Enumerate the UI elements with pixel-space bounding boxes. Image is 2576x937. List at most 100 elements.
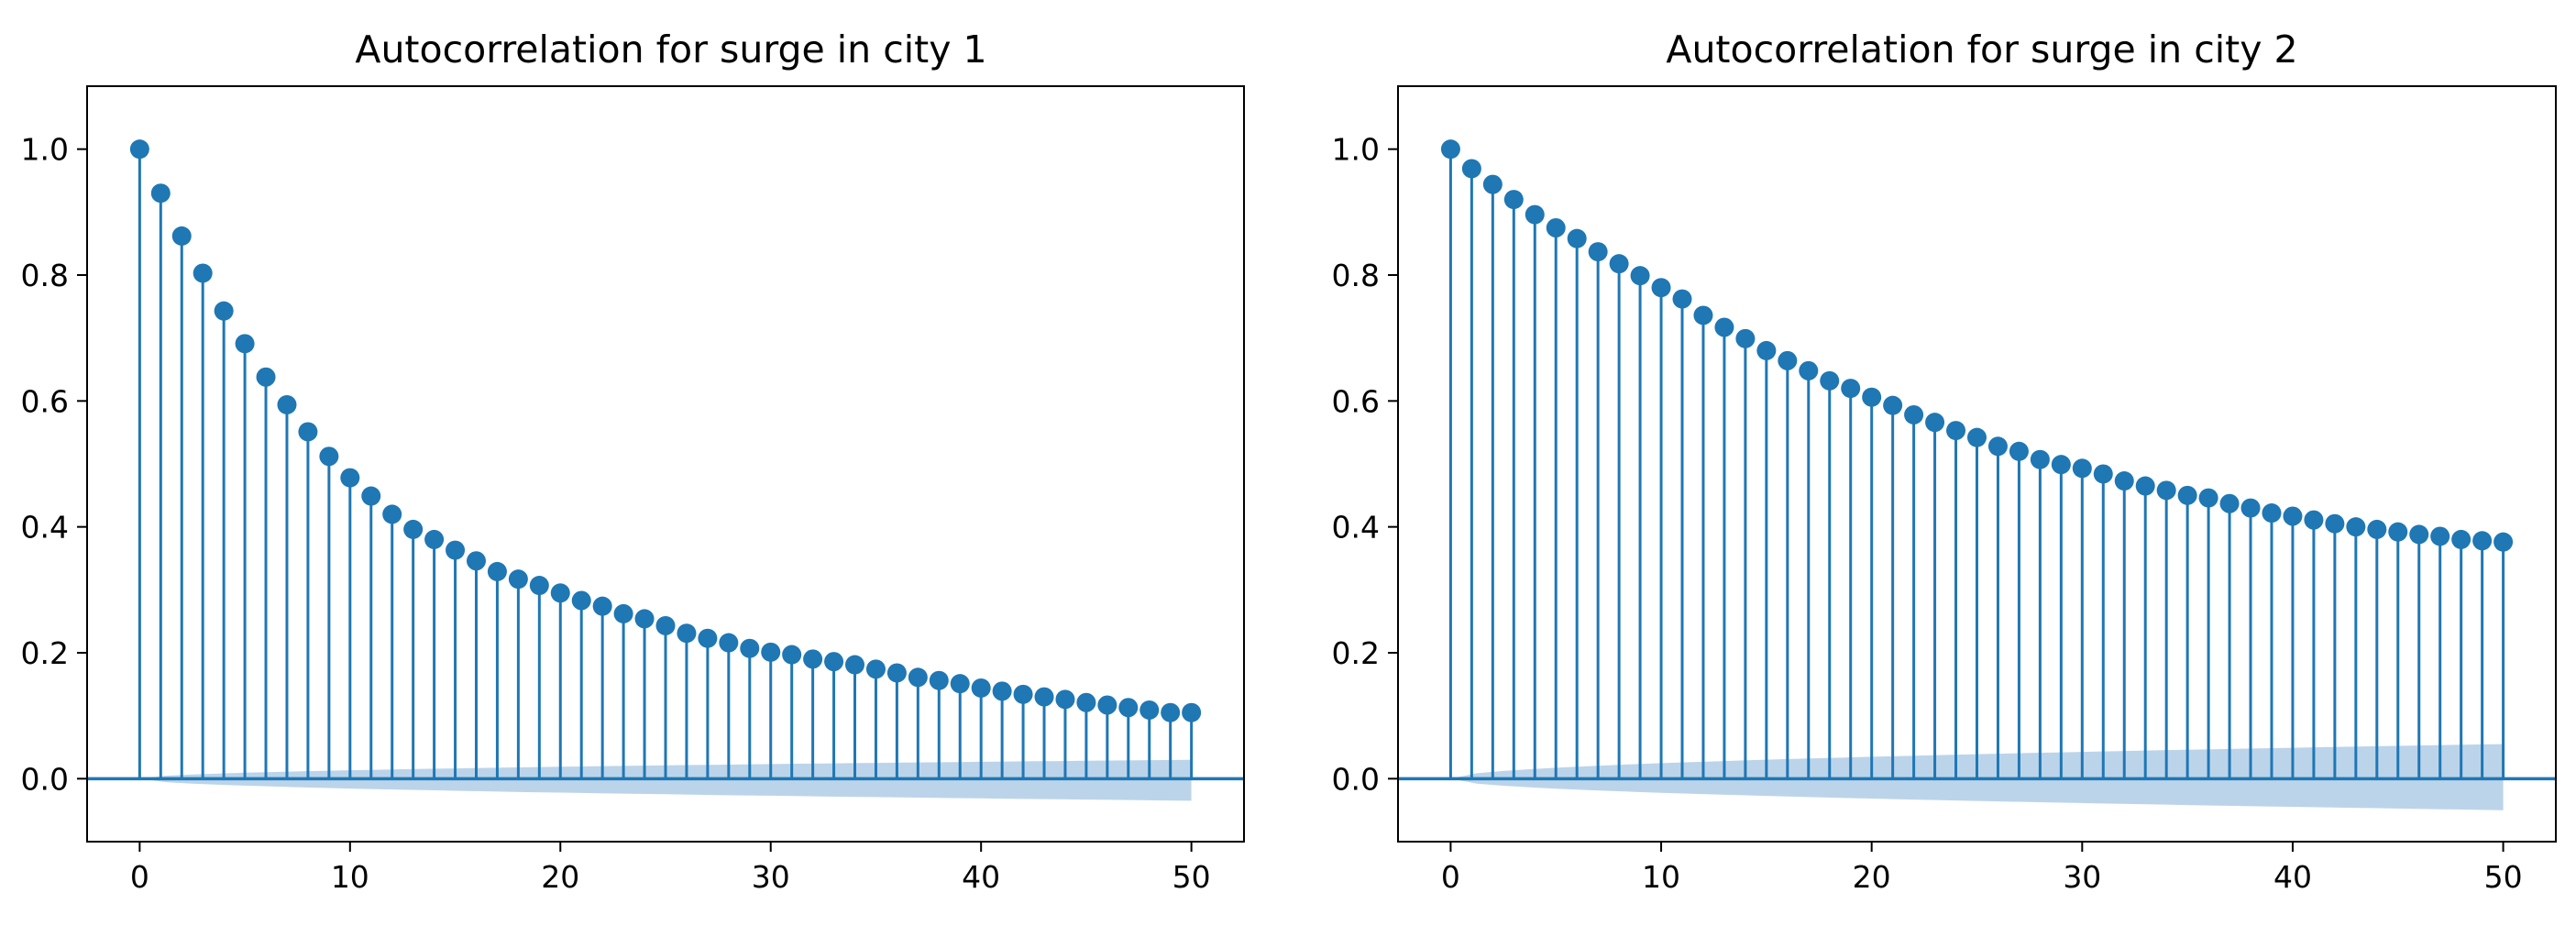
data-point-marker xyxy=(740,638,760,658)
data-point-marker xyxy=(845,655,865,675)
data-point-marker xyxy=(2030,449,2050,469)
data-point-marker xyxy=(171,226,192,246)
stem-layer xyxy=(138,149,1194,779)
data-point-marker xyxy=(1841,379,1861,399)
data-point-marker xyxy=(1055,689,1075,710)
data-point-marker xyxy=(361,486,381,506)
data-point-marker xyxy=(1118,698,1139,718)
data-point-marker xyxy=(1609,254,1629,274)
y-tick-label: 0.0 xyxy=(1332,761,1380,797)
data-point-marker xyxy=(950,674,970,694)
data-point-marker xyxy=(803,649,823,669)
y-tick-label: 0.2 xyxy=(21,635,69,671)
data-point-marker xyxy=(1756,340,1777,360)
data-point-marker xyxy=(193,263,213,283)
data-point-marker xyxy=(2219,493,2240,513)
data-point-marker xyxy=(1651,278,1671,298)
data-point-marker xyxy=(529,576,549,596)
data-point-marker xyxy=(571,590,591,611)
data-point-marker xyxy=(466,551,486,571)
x-tick-label: 10 xyxy=(331,859,369,895)
data-point-marker xyxy=(1034,687,1054,707)
data-point-marker xyxy=(761,642,781,662)
data-point-marker xyxy=(929,670,949,690)
data-point-marker xyxy=(214,301,234,321)
x-tick-label: 40 xyxy=(2273,859,2312,895)
y-tick-label: 0.8 xyxy=(1332,258,1380,293)
data-point-marker xyxy=(1630,266,1650,286)
x-tick-label: 30 xyxy=(752,859,790,895)
data-point-marker xyxy=(1182,702,1202,722)
x-tick-label: 30 xyxy=(2063,859,2101,895)
marker-layer xyxy=(1440,139,2514,552)
axes-frame-layer xyxy=(1397,85,2557,843)
axes-frame xyxy=(86,85,1245,843)
data-point-marker xyxy=(698,628,718,648)
y-tick-label: 0.0 xyxy=(21,761,69,797)
acf-subplot-city-1: Autocorrelation for surge in city 1 0 10 2… xyxy=(21,28,1245,895)
data-point-marker xyxy=(2430,526,2450,546)
axes-frame xyxy=(1397,85,2557,843)
data-point-marker xyxy=(824,652,844,672)
data-point-marker xyxy=(2240,498,2261,518)
y-tick-label: 1.0 xyxy=(21,132,69,168)
y-tick-label: 0.6 xyxy=(1332,383,1380,419)
data-point-marker xyxy=(613,603,633,623)
data-point-marker xyxy=(2262,503,2282,524)
tick-layer: 0 10 20 30 40 50 0.0 0.2 0.4 0.6 0.8 1.0 xyxy=(21,132,1211,895)
data-point-marker xyxy=(1904,404,1924,424)
data-point-marker xyxy=(2409,524,2429,545)
data-point-marker xyxy=(403,519,424,539)
data-point-marker xyxy=(2388,522,2408,542)
data-point-marker xyxy=(2283,506,2303,526)
data-point-marker xyxy=(1440,139,1460,160)
data-point-marker xyxy=(508,569,528,590)
data-point-marker xyxy=(1013,684,1033,704)
data-point-marker xyxy=(719,633,739,653)
data-point-marker xyxy=(992,681,1012,701)
data-point-marker xyxy=(1735,328,1756,348)
data-point-marker xyxy=(2135,476,2155,496)
data-point-marker xyxy=(2367,519,2387,539)
data-point-marker xyxy=(1097,695,1117,715)
data-point-marker xyxy=(1820,370,1840,391)
y-tick-label: 0.2 xyxy=(1332,635,1380,671)
data-point-marker xyxy=(655,615,676,635)
marker-layer xyxy=(129,139,1202,722)
x-tick-label: 40 xyxy=(962,859,1000,895)
data-point-marker xyxy=(2051,455,2071,475)
x-tick-label: 0 xyxy=(130,859,149,895)
data-point-marker xyxy=(1525,204,1545,225)
data-point-marker xyxy=(2072,458,2092,479)
data-point-marker xyxy=(1799,360,1819,380)
data-point-marker xyxy=(1714,317,1734,337)
data-point-marker xyxy=(634,609,655,629)
y-tick-label: 1.0 xyxy=(1332,132,1380,168)
data-point-marker xyxy=(487,561,507,581)
tick-layer: 0 10 20 30 40 50 0.0 0.2 0.4 0.6 0.8 1.0 xyxy=(1332,132,2523,895)
data-point-marker xyxy=(2114,471,2134,491)
data-point-marker xyxy=(908,667,928,688)
data-point-marker xyxy=(971,678,991,698)
data-point-marker xyxy=(886,663,907,683)
data-point-marker xyxy=(150,183,171,204)
axes-frame-layer xyxy=(86,85,1245,843)
data-point-marker xyxy=(277,394,297,414)
data-point-marker xyxy=(1987,436,2008,457)
data-point-marker xyxy=(1672,289,1692,309)
data-point-marker xyxy=(2156,480,2176,501)
data-point-marker xyxy=(2451,529,2471,549)
data-point-marker xyxy=(677,623,697,644)
data-point-marker xyxy=(1925,413,1945,433)
data-point-marker xyxy=(235,334,255,354)
data-point-marker xyxy=(340,468,360,488)
data-point-marker xyxy=(298,422,318,442)
data-point-marker xyxy=(2198,488,2218,508)
x-tick-label: 20 xyxy=(541,859,579,895)
y-tick-label: 0.6 xyxy=(21,383,69,419)
data-point-marker xyxy=(782,645,802,665)
data-point-marker xyxy=(319,446,339,467)
data-point-marker xyxy=(2304,510,2324,530)
data-point-marker xyxy=(1778,350,1798,370)
